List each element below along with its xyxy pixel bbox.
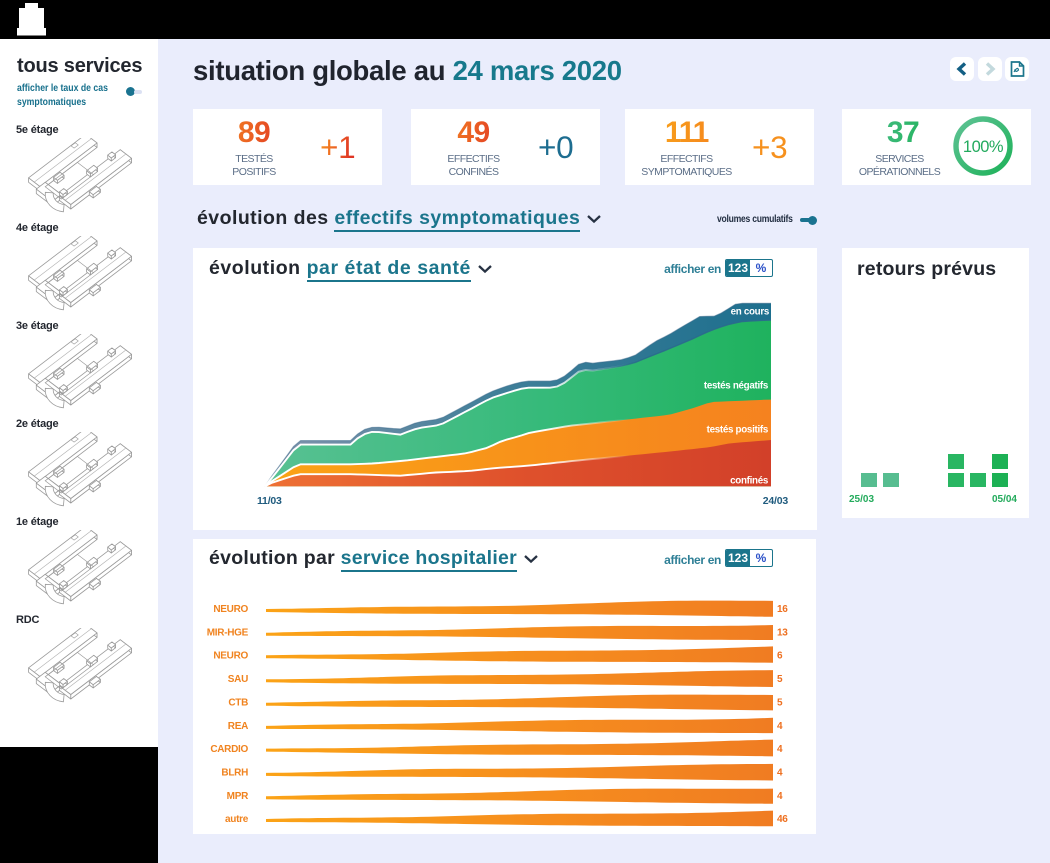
svg-text:46: 46 — [777, 814, 788, 825]
svg-text:en cours: en cours — [731, 307, 770, 318]
svg-text:24/03: 24/03 — [763, 495, 789, 507]
svg-text:05/04: 05/04 — [992, 494, 1017, 505]
svg-text:16: 16 — [777, 604, 788, 615]
svg-text:25/03: 25/03 — [849, 494, 874, 505]
svg-text:testés positifs: testés positifs — [707, 425, 769, 436]
svg-text:REA: REA — [228, 721, 248, 732]
svg-text:4: 4 — [777, 791, 783, 802]
svg-text:5: 5 — [777, 697, 783, 708]
svg-text:SAU: SAU — [228, 674, 248, 685]
svg-text:NEURO: NEURO — [213, 651, 248, 662]
svg-text:4: 4 — [777, 721, 783, 732]
svg-text:BLRH: BLRH — [221, 768, 248, 779]
svg-text:confinés: confinés — [730, 476, 769, 487]
svg-text:6: 6 — [777, 651, 783, 662]
svg-text:5: 5 — [777, 674, 783, 685]
svg-text:MIR-HGE: MIR-HGE — [207, 627, 249, 638]
svg-text:NEURO: NEURO — [213, 604, 248, 615]
svg-text:MPR: MPR — [227, 791, 249, 802]
svg-text:4: 4 — [777, 744, 783, 755]
svg-text:CARDIO: CARDIO — [210, 744, 248, 755]
svg-text:4: 4 — [777, 768, 783, 779]
svg-text:autre: autre — [225, 814, 249, 825]
svg-text:100%: 100% — [963, 138, 1004, 156]
svg-text:11/03: 11/03 — [257, 495, 282, 507]
svg-text:CTB: CTB — [228, 697, 248, 708]
svg-text:testés négatifs: testés négatifs — [704, 381, 769, 392]
svg-text:13: 13 — [777, 627, 788, 638]
